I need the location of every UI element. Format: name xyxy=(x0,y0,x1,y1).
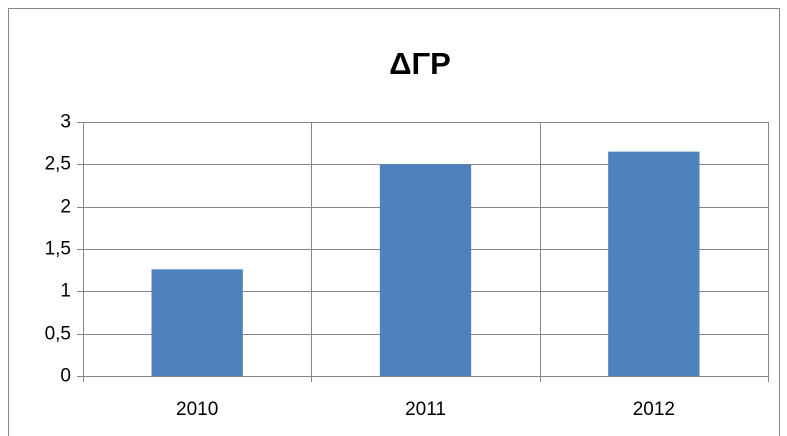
x-tick-label: 2012 xyxy=(633,399,675,420)
x-tick-label: 2010 xyxy=(176,399,218,420)
y-tick-label: 0 xyxy=(60,366,71,387)
y-tick-label: 1,5 xyxy=(45,239,71,260)
chart-title: ΔΓΡ xyxy=(389,46,451,81)
y-tick-label: 3 xyxy=(60,112,71,133)
bar xyxy=(379,164,472,376)
y-tick-label: 1 xyxy=(60,281,71,302)
y-tick-label: 2 xyxy=(60,197,71,218)
y-tick-label: 0,5 xyxy=(45,324,71,345)
bar xyxy=(608,151,700,376)
y-tick-label: 2,5 xyxy=(45,154,71,175)
bar xyxy=(151,269,243,376)
x-tick-label: 2011 xyxy=(405,399,446,420)
